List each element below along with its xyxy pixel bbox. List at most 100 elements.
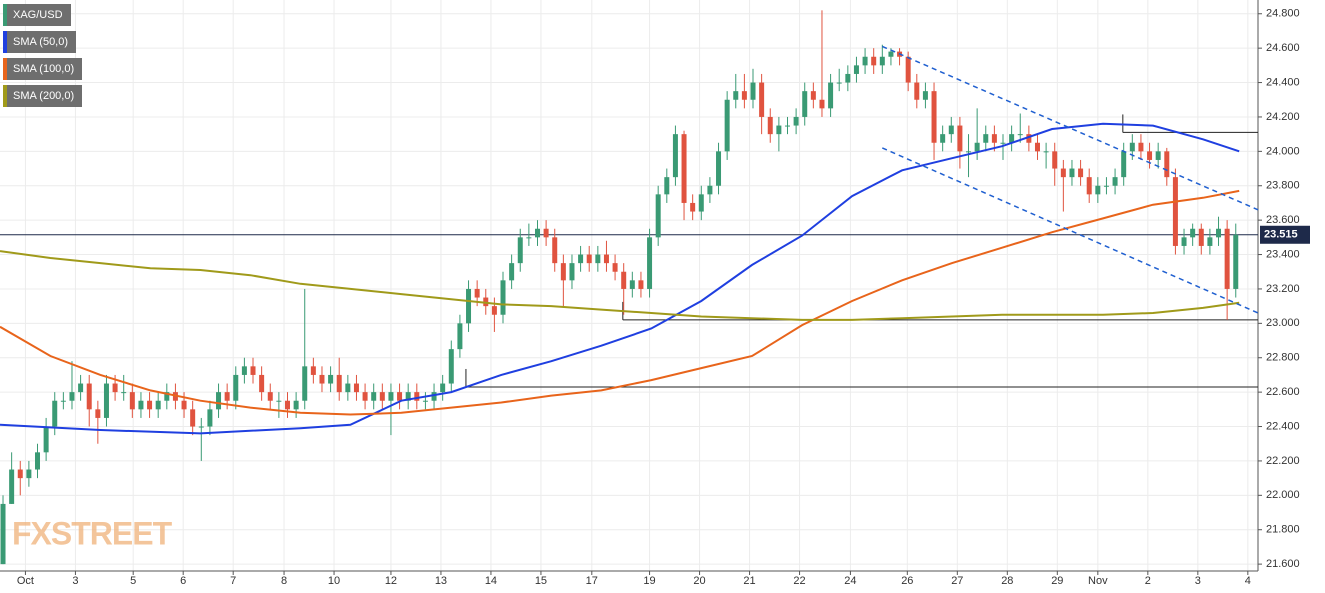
candle-body (1026, 134, 1032, 143)
candle-body (707, 185, 713, 195)
candle-body (328, 374, 334, 384)
candle-body (655, 194, 661, 238)
candle-body (457, 323, 463, 350)
candle-body (1155, 151, 1161, 160)
candle-body (345, 383, 351, 393)
candle-body (95, 409, 101, 418)
y-tick-label: 22.400 (1266, 420, 1300, 432)
candle-body (560, 263, 566, 281)
legend-label: SMA (100,0) (13, 63, 75, 75)
candle-body (0, 503, 6, 565)
candle-body (319, 374, 325, 384)
x-tick-label: 19 (643, 575, 655, 587)
x-tick-label: Nov (1088, 575, 1108, 587)
legend-swatch (3, 31, 7, 53)
x-tick-label: 13 (435, 575, 447, 587)
candle-body (517, 237, 523, 264)
candle-body (103, 383, 109, 418)
candle-body (948, 125, 954, 135)
candle-body (405, 392, 411, 401)
candle-body (112, 383, 118, 393)
candle-body (17, 469, 23, 479)
legend-label: SMA (50,0) (13, 36, 69, 48)
candle-body (638, 280, 644, 289)
y-tick-label: 22.200 (1266, 455, 1300, 467)
y-tick-label: 22.800 (1266, 352, 1300, 364)
candle-body (1121, 151, 1127, 178)
candle-body (879, 56, 885, 66)
candle-body (1172, 177, 1178, 246)
x-tick-label: 15 (535, 575, 547, 587)
candle-body (724, 99, 730, 152)
x-tick-label: 29 (1051, 575, 1063, 587)
x-tick-label: 3 (72, 575, 78, 587)
y-tick-label: 24.200 (1266, 111, 1300, 123)
candle-body (302, 366, 308, 401)
candle-body (78, 383, 84, 393)
candle-body (284, 400, 290, 410)
candle-body (905, 56, 911, 83)
candle-body (69, 392, 75, 401)
candle-body (310, 366, 316, 375)
candle-body (1086, 177, 1092, 195)
candle-body (1103, 185, 1109, 187)
candle-body (1043, 151, 1049, 153)
candle-body (353, 383, 359, 393)
candle-body (526, 237, 532, 239)
candle-body (1164, 151, 1170, 178)
candle-body (371, 392, 377, 401)
y-tick-label: 23.000 (1266, 317, 1300, 329)
candle-body (552, 237, 558, 264)
candle-body (767, 116, 773, 135)
x-tick-label: 6 (180, 575, 186, 587)
candle-body (793, 116, 799, 126)
candle-body (922, 91, 928, 100)
candle-body (853, 65, 859, 74)
candle-body (466, 288, 472, 324)
candle-body (293, 400, 299, 410)
candle-body (34, 452, 40, 470)
candle-body (86, 383, 92, 410)
y-tick-label: 23.400 (1266, 248, 1300, 260)
legend-label: SMA (200,0) (13, 90, 75, 102)
candle-body (569, 263, 575, 281)
candle-body (1147, 151, 1153, 160)
candle-body (828, 82, 834, 109)
candle-body (1009, 134, 1015, 143)
legend-label: XAG/USD (13, 9, 63, 21)
candle-body (750, 82, 756, 100)
candle-body (1216, 228, 1222, 238)
candle-body (759, 82, 765, 117)
candle-body (1181, 237, 1187, 246)
candle-body (1017, 134, 1023, 136)
candle-body (578, 254, 584, 264)
x-tick-label: 4 (1245, 575, 1251, 587)
candle-body (1069, 168, 1075, 178)
candle-body (259, 374, 265, 393)
legend-item: SMA (200,0) (3, 85, 83, 107)
legend: XAG/USD SMA (50,0) SMA (100,0) SMA (200,0) (3, 4, 83, 112)
candle-body (147, 400, 153, 410)
x-tick-label: 26 (901, 575, 913, 587)
candle-body (810, 91, 816, 100)
candle-body (207, 409, 213, 427)
y-tick-label: 21.600 (1266, 558, 1300, 570)
y-tick-label: 24.800 (1266, 8, 1300, 20)
sma-line (0, 250, 1240, 321)
candle-body (414, 392, 420, 401)
x-tick-label: 14 (485, 575, 497, 587)
y-tick-label: 22.600 (1266, 386, 1300, 398)
candle-body (336, 374, 342, 393)
candle-body (914, 82, 920, 100)
candle-body (250, 366, 256, 375)
candle-body (543, 228, 549, 238)
legend-swatch (3, 4, 7, 26)
candle-body (1190, 228, 1196, 238)
x-tick-label: 2 (1145, 575, 1151, 587)
candle-body (9, 469, 15, 504)
candle-body (681, 134, 687, 203)
candle-body (1198, 228, 1204, 246)
legend-item: XAG/USD (3, 4, 71, 26)
candle-body (741, 91, 747, 100)
x-tick-label: 10 (328, 575, 340, 587)
